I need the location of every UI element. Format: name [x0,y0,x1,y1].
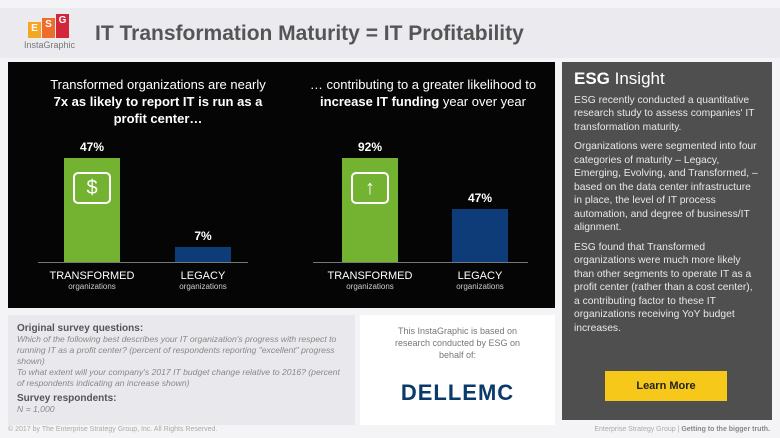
insight-paragraph: ESG recently conducted a quantitative re… [574,94,755,133]
category-sub: organizations [179,282,227,291]
chart-caption-1: Transformed organizations are nearly 7x … [50,77,266,126]
insight-paragraph: ESG found that Transformed organizations… [574,241,753,334]
page-title: IT Transformation Maturity = IT Profitab… [95,22,524,45]
header [0,8,780,58]
charts-panel: Transformed organizations are nearly 7x … [8,62,555,308]
bar-value-label: 7% [194,228,212,243]
survey-question: To what extent will your company's 2017 … [17,367,340,388]
arrow-up-icon: ↑ [351,172,389,204]
money-bag-icon: $ [73,172,111,204]
bar-category-label: TRANSFORMED organizations [315,270,425,291]
learn-more-button[interactable]: Learn More [605,371,727,401]
copyright: © 2017 by The Enterprise Strategy Group,… [8,426,218,433]
logo-letter: E [28,22,41,38]
logo-letter: S [42,18,55,38]
survey-questions-heading: Original survey questions: [17,323,144,334]
chart-axis [38,262,248,263]
logo-letter: G [56,14,69,38]
bar-value-label: 92% [357,140,383,154]
bar-legacy [452,208,508,262]
dell-emc-logo: DELLEMC [400,380,515,405]
sponsor-box: This InstaGraphic is based on research c… [360,315,555,425]
category-name: TRANSFORMED [49,270,135,282]
esg-insight-panel: ESG Insight ESG recently conducted a qua… [562,62,772,420]
chart-caption-2: … contributing to a greater likelihood t… [309,77,537,109]
respondent-count: N = 1,000 [17,404,55,414]
bar-value-label: 47% [79,140,105,154]
survey-info: Original survey questions: Which of the … [8,315,355,425]
bar-legacy [175,246,231,262]
chart-axis [313,262,528,263]
bar-value-label: 47% [467,190,493,205]
logo-subtitle: InstaGraphic [24,40,76,50]
respondents-heading: Survey respondents: [17,393,117,404]
category-name: TRANSFORMED [327,270,413,282]
category-name: LEGACY [180,270,226,282]
insight-title: ESG Insight [574,69,665,88]
category-sub: organizations [346,282,394,291]
category-sub: organizations [456,282,504,291]
bar-category-label: TRANSFORMED organizations [37,270,147,291]
tagline: Enterprise Strategy Group | Getting to t… [594,426,770,433]
sponsor-text: This InstaGraphic is based on research c… [394,326,521,360]
insight-paragraph: Organizations were segmented into four c… [574,141,758,233]
category-name: LEGACY [457,270,503,282]
esg-logo: E S G InstaGraphic [24,10,84,50]
category-sub: organizations [68,282,116,291]
survey-question: Which of the following best describes yo… [17,334,337,366]
bar-category-label: LEGACY organizations [148,270,258,291]
bar-category-label: LEGACY organizations [425,270,535,291]
